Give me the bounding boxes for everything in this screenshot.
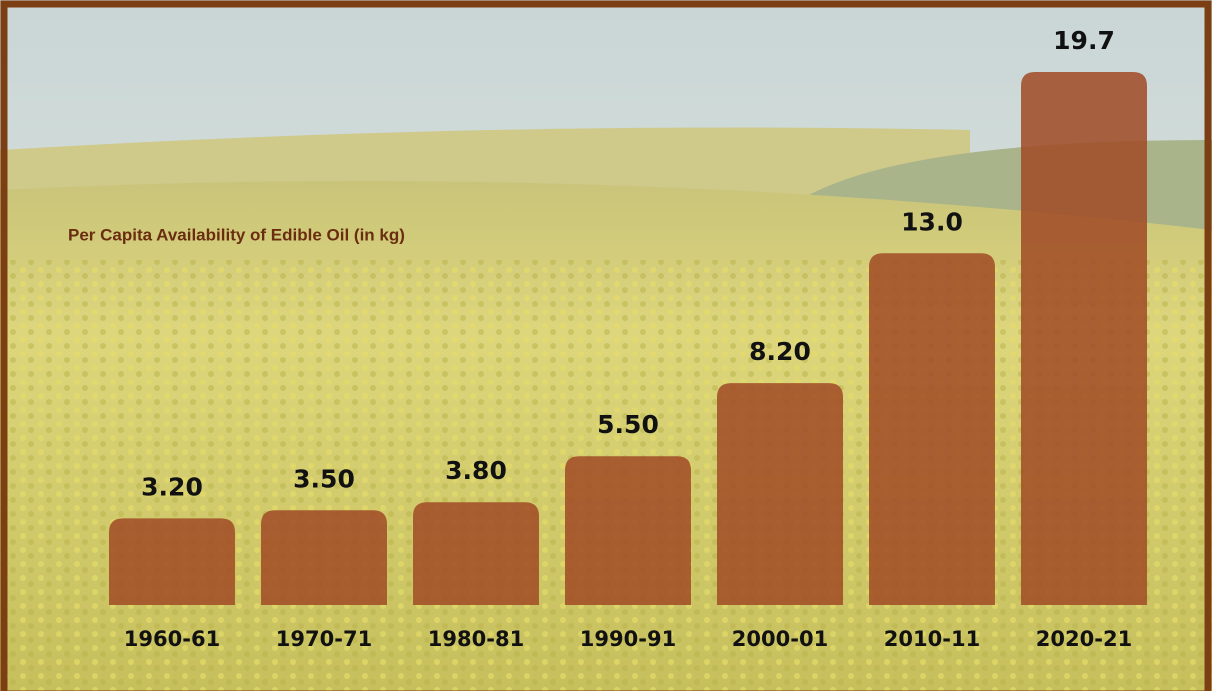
value-label: 3.80 bbox=[445, 456, 507, 485]
x-tick-label: 1980-81 bbox=[428, 627, 524, 651]
value-label: 3.50 bbox=[293, 464, 355, 493]
x-tick-label: 2020-21 bbox=[1036, 627, 1132, 651]
x-tick-label: 1970-71 bbox=[276, 627, 372, 651]
chart-title: Per Capita Availability of Edible Oil (i… bbox=[68, 225, 405, 244]
x-tick-label: 2010-11 bbox=[884, 627, 980, 651]
x-tick-label: 1990-91 bbox=[580, 627, 676, 651]
x-tick-label: 1960-61 bbox=[124, 627, 220, 651]
bar bbox=[717, 383, 843, 605]
chart: Per Capita Availability of Edible Oil (i… bbox=[0, 0, 1212, 691]
value-label: 3.20 bbox=[141, 472, 203, 501]
x-tick-label: 2000-01 bbox=[732, 627, 828, 651]
bar bbox=[413, 502, 539, 605]
value-label: 19.7 bbox=[1053, 26, 1115, 55]
value-label: 13.0 bbox=[901, 207, 963, 236]
bar bbox=[869, 253, 995, 605]
value-label: 5.50 bbox=[597, 410, 659, 439]
bar bbox=[565, 456, 691, 605]
value-label: 8.20 bbox=[749, 337, 811, 366]
bar bbox=[109, 518, 235, 605]
page: {"chart_data": {"type": "bar", "title": … bbox=[0, 0, 1212, 691]
bar bbox=[1021, 72, 1147, 605]
bar bbox=[261, 510, 387, 605]
